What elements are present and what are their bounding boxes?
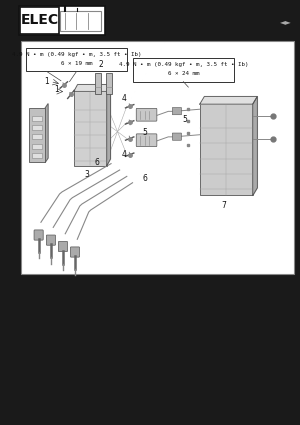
FancyBboxPatch shape (20, 7, 59, 34)
Bar (32, 116, 42, 121)
Bar (29, 108, 45, 162)
FancyBboxPatch shape (46, 235, 56, 245)
Text: 6 × 24 mm: 6 × 24 mm (168, 71, 199, 76)
Bar (32, 144, 42, 149)
Text: ELEC: ELEC (20, 14, 58, 27)
FancyBboxPatch shape (19, 6, 105, 35)
FancyBboxPatch shape (59, 11, 101, 31)
Text: 3: 3 (84, 170, 89, 179)
Text: 6: 6 (142, 174, 147, 183)
FancyBboxPatch shape (70, 247, 80, 257)
FancyBboxPatch shape (106, 73, 112, 94)
Polygon shape (107, 85, 110, 166)
FancyBboxPatch shape (34, 230, 43, 240)
FancyBboxPatch shape (26, 48, 127, 71)
Text: ◄►: ◄► (280, 17, 291, 26)
Bar (74, 91, 107, 166)
Polygon shape (74, 85, 110, 91)
Text: 4: 4 (122, 150, 127, 159)
Text: 4.9 N • m (0.49 kgf • m, 3.5 ft • Ib): 4.9 N • m (0.49 kgf • m, 3.5 ft • Ib) (118, 62, 248, 67)
Bar (32, 153, 42, 158)
Polygon shape (253, 96, 257, 196)
Text: 2: 2 (99, 60, 103, 69)
FancyBboxPatch shape (172, 133, 182, 140)
Bar (200, 104, 253, 196)
FancyBboxPatch shape (133, 58, 234, 82)
Text: 7: 7 (222, 201, 226, 210)
Text: 1: 1 (54, 85, 58, 94)
Bar (32, 134, 42, 139)
FancyBboxPatch shape (95, 73, 101, 94)
Text: 6: 6 (94, 158, 99, 167)
FancyBboxPatch shape (58, 241, 68, 252)
Text: 6 × 19 mm: 6 × 19 mm (61, 61, 92, 65)
FancyBboxPatch shape (21, 41, 294, 274)
Text: 4.9 N • m (0.49 kgf • m, 3.5 ft • Ib): 4.9 N • m (0.49 kgf • m, 3.5 ft • Ib) (12, 52, 141, 57)
Bar (32, 125, 42, 130)
Text: 4: 4 (122, 94, 127, 103)
Text: 1: 1 (44, 77, 49, 86)
Text: 5: 5 (183, 114, 188, 124)
FancyBboxPatch shape (172, 108, 182, 115)
Polygon shape (200, 96, 257, 104)
FancyBboxPatch shape (136, 134, 157, 147)
Polygon shape (45, 104, 48, 162)
Text: 5: 5 (142, 128, 147, 137)
FancyBboxPatch shape (136, 108, 157, 121)
